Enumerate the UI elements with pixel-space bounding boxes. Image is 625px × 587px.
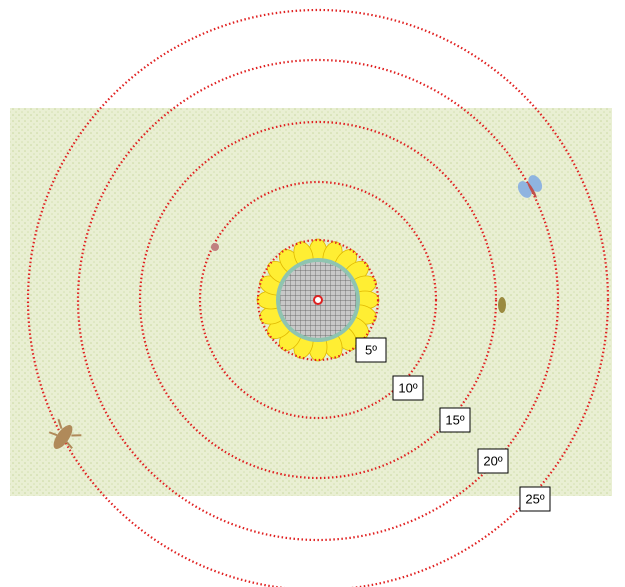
ring bbox=[138, 120, 498, 480]
ring-label: 20º bbox=[483, 453, 502, 468]
rings: 5º 10º 15º 20º 25º bbox=[26, 8, 610, 587]
label-box bbox=[439, 407, 471, 433]
butterfly bbox=[517, 175, 543, 198]
caterpillar bbox=[498, 297, 506, 313]
beetle bbox=[211, 243, 219, 251]
ring bbox=[76, 58, 560, 542]
scorpion bbox=[48, 418, 82, 449]
label-box bbox=[519, 486, 551, 512]
ring bbox=[26, 8, 610, 587]
label-box bbox=[477, 448, 509, 474]
sunflower bbox=[256, 238, 380, 362]
label-box bbox=[355, 337, 387, 363]
label-box bbox=[392, 375, 424, 401]
ring-label: 15º bbox=[445, 412, 464, 427]
ring bbox=[198, 180, 438, 420]
ring bbox=[256, 238, 380, 362]
ring-label: 10º bbox=[398, 380, 417, 395]
ring-label: 25º bbox=[525, 491, 544, 506]
center-dot bbox=[313, 295, 323, 305]
ring-label: 5º bbox=[365, 342, 377, 357]
